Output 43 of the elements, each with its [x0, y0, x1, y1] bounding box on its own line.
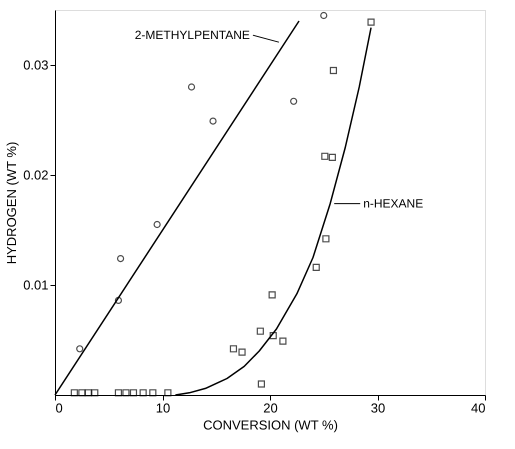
point [209, 118, 217, 125]
point [328, 154, 336, 161]
point [230, 345, 238, 352]
point [76, 345, 84, 352]
point [256, 328, 264, 335]
x-tick-label: 20 [263, 400, 278, 416]
point [321, 152, 328, 160]
point [320, 12, 328, 20]
y-tick-label: 0.01 [23, 278, 48, 292]
point [322, 235, 330, 242]
point [312, 264, 320, 271]
point [78, 389, 86, 396]
point [114, 296, 122, 304]
point [270, 332, 277, 340]
point [367, 18, 375, 26]
point [164, 389, 172, 396]
point [290, 98, 298, 105]
annotation: n-HEXANE [363, 196, 424, 211]
point [330, 66, 338, 74]
x-tick-label: 40 [471, 400, 486, 416]
x-axis-title: CONVERSION (WT %) [203, 418, 338, 432]
point [84, 389, 92, 396]
point [140, 389, 147, 396]
point [70, 389, 78, 396]
point [238, 348, 246, 356]
point [268, 291, 276, 298]
point [91, 389, 98, 396]
point [188, 83, 196, 91]
point [130, 389, 138, 396]
point [149, 389, 156, 396]
annotation: 2-METHYLPENTANE [134, 28, 250, 42]
point [116, 255, 124, 262]
point [122, 389, 130, 396]
y-tick-label: 0.02 [23, 168, 48, 182]
x-tick-label: 0 [56, 400, 63, 416]
x-tick-label: 30 [370, 400, 386, 416]
y-axis-title: HYDROGEN (WT %) [4, 142, 20, 264]
point [258, 380, 265, 388]
x-tick-label: 10 [156, 400, 170, 416]
point [114, 389, 122, 396]
point [154, 220, 161, 228]
point [279, 338, 286, 345]
y-tick-label: 0.03 [23, 58, 48, 72]
